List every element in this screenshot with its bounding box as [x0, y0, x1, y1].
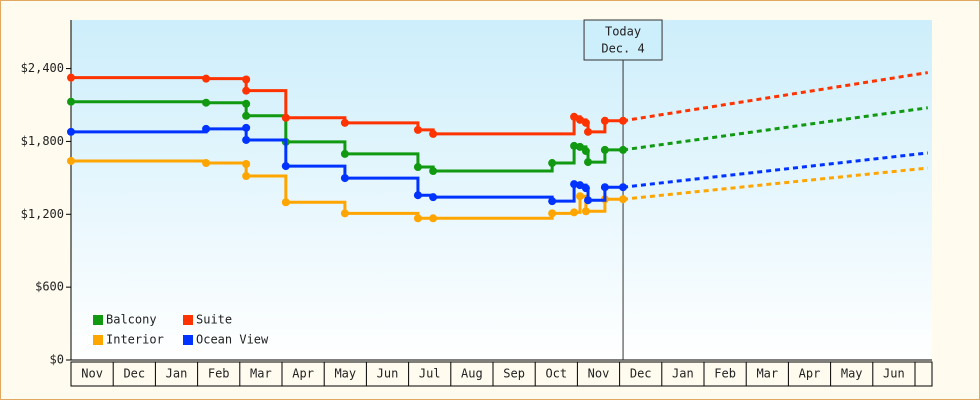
price-point — [576, 115, 585, 124]
price-point — [67, 73, 75, 82]
x-tick-label: Nov — [81, 367, 103, 381]
today-date: Dec. 4 — [601, 42, 644, 56]
x-tick-label: Apr — [292, 367, 314, 381]
legend-swatch — [93, 335, 103, 345]
y-tick-label: $600 — [35, 280, 64, 294]
x-tick-label: Jan — [672, 367, 694, 381]
price-point — [340, 209, 349, 218]
price-point — [576, 192, 585, 201]
today-label: Today — [605, 25, 641, 39]
price-point — [242, 75, 251, 84]
price-point — [67, 97, 75, 106]
price-point — [570, 112, 579, 121]
price-point — [340, 118, 349, 127]
price-point — [548, 209, 557, 218]
x-tick-label: Mar — [756, 367, 778, 381]
price-point — [570, 141, 579, 150]
x-tick-label: Apr — [799, 367, 821, 381]
price-point — [584, 196, 593, 205]
y-tick-label: $1,200 — [21, 207, 64, 221]
price-point — [242, 160, 251, 169]
x-tick-label: Feb — [208, 367, 230, 381]
price-point — [429, 167, 438, 176]
x-tick-label: Jun — [883, 367, 905, 381]
price-point — [340, 149, 349, 158]
price-point — [600, 183, 609, 192]
price-point — [429, 193, 438, 202]
price-point — [570, 180, 579, 189]
price-point — [548, 159, 557, 168]
price-point — [429, 129, 438, 138]
legend-swatch — [183, 335, 193, 345]
x-tick-label: Oct — [545, 367, 567, 381]
x-tick-label: Mar — [250, 367, 272, 381]
x-tick-label: Feb — [714, 367, 736, 381]
x-tick-label: Nov — [588, 367, 610, 381]
price-point — [584, 158, 593, 167]
price-point — [281, 113, 290, 122]
price-point — [67, 127, 75, 136]
x-tick-label: Jun — [377, 367, 399, 381]
price-point — [581, 184, 590, 193]
x-tick-label: Aug — [461, 367, 483, 381]
plot-area — [71, 20, 932, 360]
x-tick-label: Dec — [630, 367, 652, 381]
legend-label: Balcony — [106, 313, 157, 327]
price-point — [340, 174, 349, 183]
price-point — [242, 86, 251, 95]
price-point — [242, 172, 251, 181]
price-point — [584, 127, 593, 136]
price-point — [576, 142, 585, 151]
y-tick-label: $2,400 — [21, 61, 64, 75]
x-tick-label: Sep — [503, 367, 525, 381]
price-point — [570, 208, 579, 217]
price-point — [413, 191, 422, 200]
legend-swatch — [93, 315, 103, 325]
price-point — [429, 214, 438, 223]
forecast-line — [622, 166, 928, 201]
x-tick-label: May — [841, 367, 863, 381]
y-tick-label: $1,800 — [21, 134, 64, 148]
price-point — [581, 118, 590, 127]
price-point — [281, 162, 290, 171]
price-point — [581, 207, 590, 216]
price-point — [600, 145, 609, 154]
price-point — [600, 116, 609, 125]
legend-label: Ocean View — [196, 333, 269, 347]
legend-label: Interior — [106, 333, 164, 347]
price-point — [202, 98, 211, 107]
x-tick-label: Jan — [166, 367, 188, 381]
price-point — [413, 214, 422, 223]
forecast-line — [622, 106, 928, 152]
forecast-line — [622, 151, 928, 189]
x-tick-label: May — [334, 367, 356, 381]
price-point — [548, 197, 557, 206]
price-point — [202, 124, 211, 133]
forecast-line — [622, 71, 929, 123]
legend-swatch — [183, 315, 193, 325]
price-point — [413, 125, 422, 134]
x-tick-label: Dec — [123, 367, 145, 381]
price-point — [581, 147, 590, 156]
price-point — [242, 135, 251, 144]
y-tick-label: $0 — [50, 353, 64, 367]
price-point — [202, 159, 211, 168]
x-tick-label: Jul — [419, 367, 441, 381]
price-point — [242, 111, 251, 120]
price-point — [67, 156, 75, 165]
price-point — [242, 123, 251, 132]
price-point — [202, 74, 211, 83]
price-point — [242, 99, 251, 108]
legend-label: Suite — [196, 313, 232, 327]
price-point — [281, 198, 290, 207]
today-box — [583, 19, 663, 61]
price-point — [576, 181, 585, 190]
price-point — [413, 163, 422, 172]
